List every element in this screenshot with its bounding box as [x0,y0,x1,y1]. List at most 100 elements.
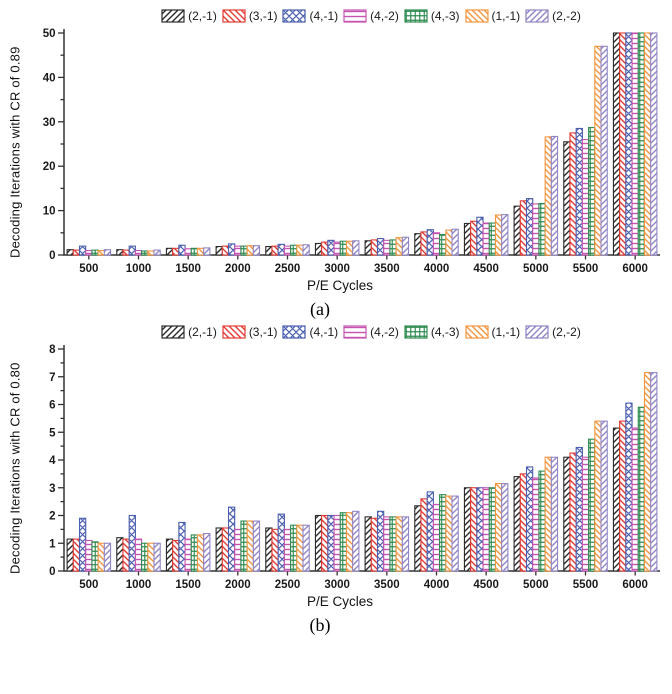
bar [178,521,186,572]
bar [525,198,534,256]
bar [488,487,497,572]
bars-series-0 [66,427,621,572]
bar [637,32,646,256]
bar [314,242,323,256]
bars-series-3 [85,32,639,256]
bar [470,487,478,572]
bar [252,245,261,256]
bar [227,243,236,256]
bar [588,438,596,572]
bar [451,495,459,572]
bar [277,243,285,256]
cross-diag-swatch-icon [282,9,307,23]
diag-back-swatch-icon [464,9,489,23]
bar [451,228,459,256]
legend-item-6: (2,-2) [525,325,581,339]
bar [128,245,136,256]
bar [439,234,447,256]
diag-forward-swatch-icon [161,325,185,339]
bar [445,229,453,256]
bar [569,452,577,572]
legend-label: (2,-2) [552,9,581,23]
bar [327,514,335,572]
bar [575,127,583,256]
bar [625,402,633,572]
bar [476,216,484,256]
bar [544,136,552,256]
bar [643,372,652,572]
x-tick-label: 4500 [473,263,499,275]
bar [172,539,180,572]
bar [283,528,292,572]
bar [72,538,81,572]
bar [302,244,310,256]
bar [116,537,124,572]
bar [141,250,149,256]
bar [196,247,205,256]
y-axis-label-b: Decoding Iterations with CR of 0.80 [7,362,23,574]
plot-row-b: Decoding Iterations with CR of 0.80 0 1 2 3… [0,342,672,594]
x-tick-label: 4000 [424,579,450,591]
bars-series-2 [78,402,633,572]
bar [401,516,410,572]
bar [519,200,528,256]
x-tick-label: 4500 [473,579,499,591]
legend-item-1: (3,-1) [222,325,277,339]
legend-item-6: (2,-2) [525,9,581,23]
bar [476,487,484,572]
legend-label: (2,-1) [188,9,217,23]
bar [85,250,93,256]
y-tick-label: 10 [43,206,56,218]
diag-forward-swatch-icon [161,9,185,23]
bar [619,420,627,572]
bar [364,516,372,572]
bar [563,456,571,572]
legend-label: (4,-3) [430,325,460,339]
bar [203,532,211,572]
bar [345,240,354,256]
y-tick-label: 40 [43,72,56,84]
x-tick-label: 2500 [275,579,301,591]
x-axis-label-a: P/E Cycles [306,278,374,293]
bars-series-1 [72,420,627,572]
legend-label: (4,-3) [430,9,460,23]
bar [246,245,254,256]
diag-back-swatch-icon [222,325,246,339]
y-tick-label: 6 [49,400,55,412]
bar [525,466,534,572]
y-tick-label: 2 [49,511,55,523]
bar [178,244,186,256]
bar [370,517,379,572]
bar [414,233,422,256]
bar [327,239,335,256]
bar [165,247,174,256]
bar [134,250,143,256]
caption-a: (a) [310,299,330,319]
diag-back-swatch-icon [464,325,489,339]
bar [612,32,621,256]
bar [203,247,211,256]
bar [314,514,323,572]
x-tick-label: 1000 [126,579,152,591]
bar [532,203,540,256]
bar-chart-b: 0 1 2 3 4 5 6 7 8 500 1000 1500 2000 2500 3000 3500 4000… [49,344,660,591]
bar [246,520,254,572]
bar [463,487,472,572]
bar [550,456,559,572]
x-tick-label: 4000 [424,263,450,275]
bar [538,470,546,572]
bar [352,510,360,572]
bar [376,238,385,256]
bar [91,249,99,256]
legend-item-4: (4,-3) [404,9,460,23]
bar [420,231,428,256]
bar [619,32,627,256]
bar [172,247,180,256]
legend-label: (4,-1) [309,9,339,23]
bars-series-5 [97,32,652,256]
bar [594,420,602,572]
bar [401,236,410,256]
y-axis-ticks: 0 10 20 30 40 50 [43,28,64,262]
x-tick-label: 2000 [225,263,251,275]
bar [215,246,223,256]
